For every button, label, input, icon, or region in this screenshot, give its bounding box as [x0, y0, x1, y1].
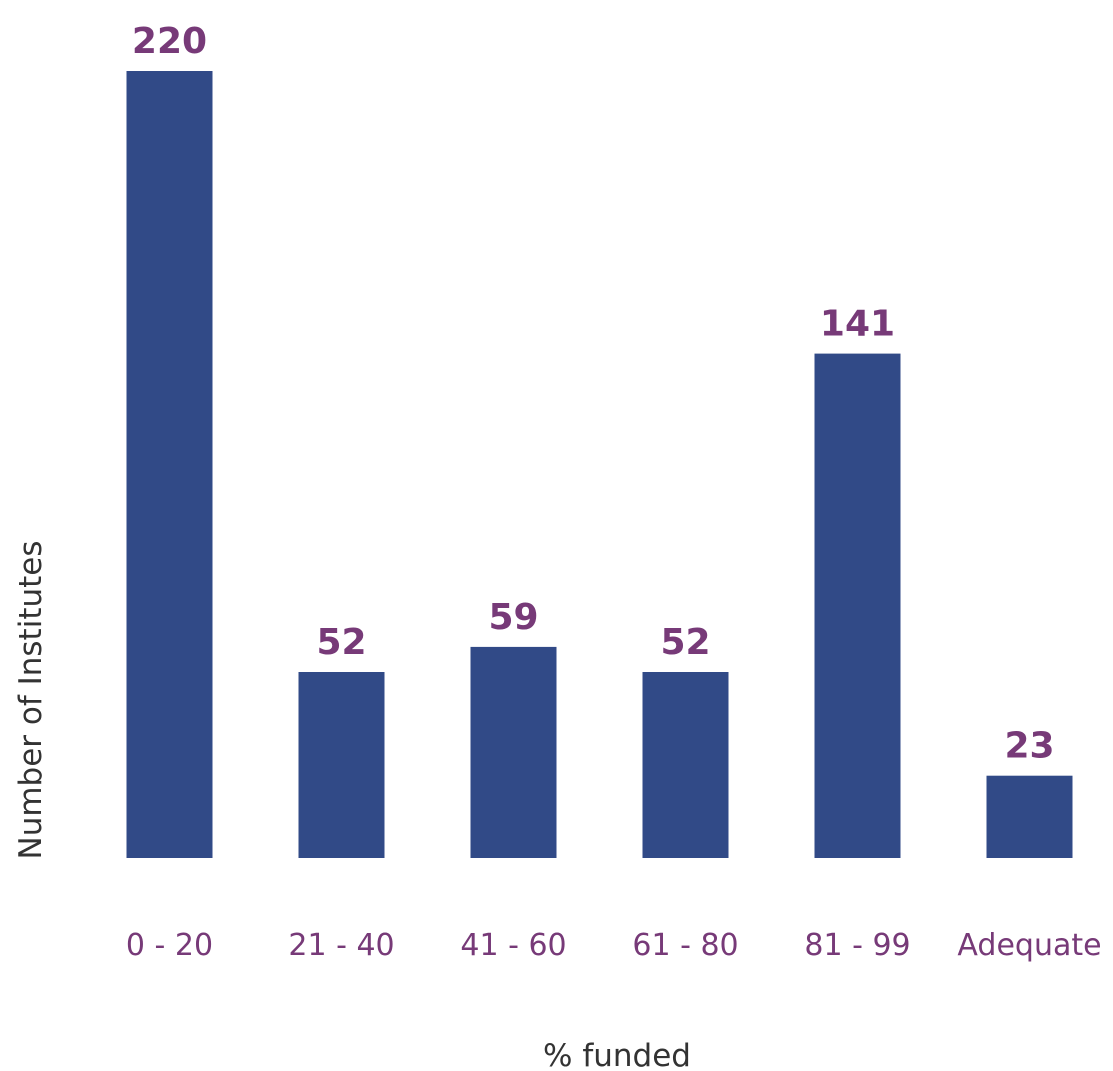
value-label-0: 220 [132, 21, 207, 62]
value-label-3: 52 [660, 622, 710, 663]
y-axis-title: Number of Institutes [13, 540, 49, 859]
x-tick-label-0: 0 - 20 [126, 928, 213, 963]
value-label-5: 23 [1004, 726, 1054, 767]
bars-group [126, 71, 1073, 858]
bar-2 [470, 646, 557, 858]
x-tick-label-1: 21 - 40 [288, 928, 394, 963]
x-tick-labels-group: 0 - 20 21 - 40 41 - 60 61 - 80 81 - 99 Adequa… [126, 928, 1102, 963]
bar-0 [126, 71, 213, 858]
x-tick-label-2: 41 - 60 [460, 928, 566, 963]
x-axis-title: % funded [543, 1038, 691, 1071]
bar-3 [642, 672, 729, 858]
x-tick-label-4: 81 - 99 [804, 928, 910, 963]
value-label-2: 59 [488, 597, 538, 638]
value-label-4: 141 [820, 304, 895, 345]
x-tick-label-3: 61 - 80 [632, 928, 738, 963]
bar-1 [298, 672, 385, 858]
bar-4 [814, 353, 901, 858]
value-label-1: 52 [316, 622, 366, 663]
value-labels-group: 220 52 59 52 141 23 [132, 21, 1055, 767]
x-tick-label-5: Adequate [957, 928, 1101, 963]
bar-5 [986, 775, 1073, 858]
